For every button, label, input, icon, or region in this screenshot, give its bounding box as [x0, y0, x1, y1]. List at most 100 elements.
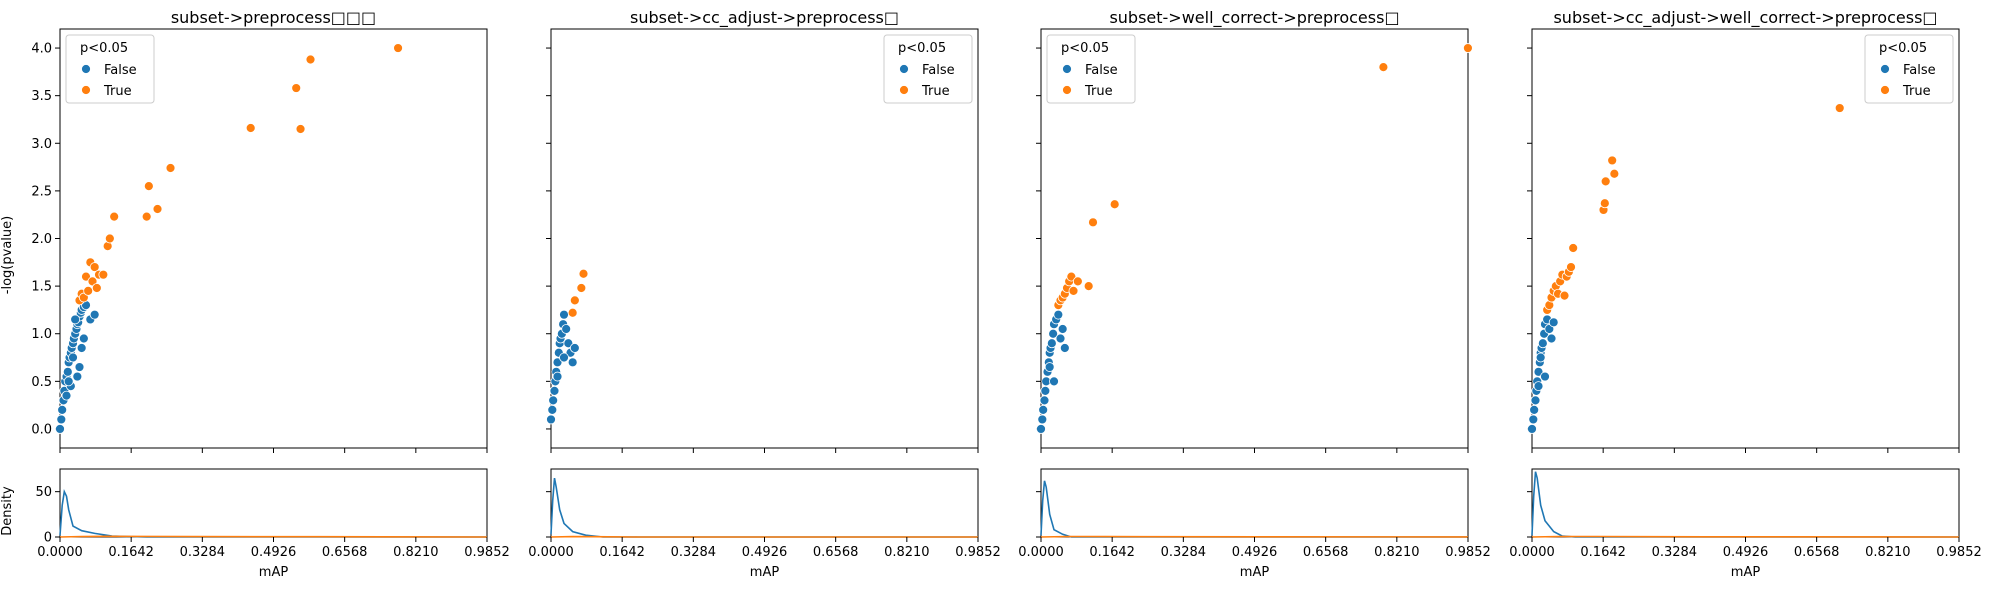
scatter-point-false — [1046, 338, 1057, 349]
scatter-y-tick-label: 1.5 — [31, 280, 52, 295]
scatter-point-true — [1066, 271, 1077, 282]
scatter-point-false — [1049, 376, 1059, 387]
scatter-point-true — [305, 54, 316, 65]
scatter-point-false — [546, 414, 556, 425]
density-x-tick-label: 0.4926 — [1232, 545, 1278, 560]
scatter-point-false — [569, 343, 580, 353]
density-x-tick-label: 0.3284 — [1652, 545, 1698, 560]
legend-label-true: True — [1902, 84, 1931, 99]
scatter-point-true — [91, 283, 102, 293]
panel-3: subset->well_correct->preprocess□p<0.05 F… — [1018, 8, 1491, 580]
panel-1: subset->preprocess□□□ 0.0 0.5 1.0 1.5 2.0 2.5 3… — [31, 8, 509, 580]
density-frame — [550, 468, 979, 538]
legend-marker-false — [1062, 64, 1072, 74]
scatter-point-true — [576, 283, 587, 293]
scatter-point-true — [569, 295, 580, 306]
legend-marker-true — [1062, 85, 1072, 95]
scatter-point-false — [1535, 352, 1546, 363]
scatter-point-true — [89, 262, 100, 272]
scatter-y-tick-label: 3.5 — [31, 89, 52, 104]
scatter-point-true — [143, 181, 154, 192]
legend-marker-true — [899, 85, 909, 95]
scatter-point-false — [563, 338, 574, 349]
density-x-tick-label: 0.8210 — [1374, 545, 1420, 560]
legend-title: p<0.05 — [1879, 41, 1927, 56]
scatter-point-false — [68, 352, 78, 363]
legend-title: p<0.05 — [1061, 41, 1109, 56]
scatter-point-true — [141, 211, 152, 222]
scatter-y-tick-label: 4.0 — [31, 42, 52, 57]
scatter-point-false — [1527, 424, 1537, 434]
scatter-point-false — [1530, 395, 1541, 406]
density-x-tick-label: 0.6568 — [1303, 545, 1349, 560]
density-line-false — [59, 489, 487, 538]
panel-title: subset->cc_adjust->preprocess□ — [630, 8, 899, 28]
scatter-point-false — [1055, 333, 1066, 344]
scatter-point-true — [1463, 43, 1473, 53]
panel-title: subset->well_correct->preprocess□ — [1109, 8, 1399, 28]
scatter-point-true — [104, 233, 115, 244]
legend-title: p<0.05 — [80, 41, 128, 56]
scatter-point-false — [548, 395, 559, 406]
scatter-point-false — [547, 405, 558, 415]
density-x-tick-label: 0.9852 — [1936, 545, 1982, 560]
density-x-tick-label: 0.6568 — [322, 545, 368, 560]
density-line-true — [1040, 535, 1469, 538]
legend: p<0.05 False True — [1864, 34, 1954, 104]
density-x-tick-label: 0.6568 — [813, 545, 859, 560]
scatter-y-tick-label: 1.0 — [31, 327, 52, 342]
scatter-point-true — [567, 307, 578, 318]
scatter-point-false — [1053, 309, 1064, 320]
scatter-point-false — [63, 376, 74, 387]
scatter-point-false — [1036, 424, 1046, 434]
scatter-y-tick-label: 3.0 — [31, 137, 52, 152]
density-line-true — [1531, 535, 1960, 538]
panel-title: subset->cc_adjust->well_correct->preproc… — [1553, 8, 1937, 28]
scatter-point-false — [1040, 385, 1051, 396]
scatter-point-false — [1059, 343, 1070, 353]
scatter-point-true — [1834, 103, 1845, 113]
scatter-point-true — [152, 204, 163, 214]
density-x-tick-label: 0.0000 — [1018, 545, 1064, 560]
scatter-point-false — [1528, 414, 1539, 425]
scatter-point-true — [1378, 62, 1389, 72]
x-axis-label: mAP — [1731, 565, 1761, 580]
scatter-point-true — [1568, 243, 1579, 253]
scatter-point-false — [1540, 371, 1550, 382]
density-line-false — [1531, 471, 1959, 538]
density-x-tick-label: 0.9852 — [1445, 545, 1491, 560]
scatter-point-true — [1072, 276, 1083, 287]
density-x-tick-label: 0.3284 — [1161, 545, 1207, 560]
scatter-point-false — [70, 314, 81, 325]
density-x-tick-label: 0.4926 — [742, 545, 788, 560]
x-axis-label: mAP — [259, 565, 289, 580]
legend-title: p<0.05 — [898, 41, 946, 56]
legend-marker-false — [1880, 64, 1890, 74]
scatter-point-true — [578, 268, 589, 279]
scatter-point-false — [74, 362, 85, 372]
scatter-point-false — [1548, 317, 1559, 328]
x-axis-label: mAP — [750, 565, 780, 580]
legend-label-true: True — [921, 84, 950, 99]
scatter-point-false — [78, 333, 89, 344]
scatter-y-tick-label: 2.0 — [31, 232, 52, 247]
scatter-y-tick-label: 0.5 — [31, 375, 52, 390]
legend-marker-true — [1880, 85, 1890, 95]
scatter-y-tick-label: 0.0 — [31, 422, 52, 437]
scatter-point-true — [81, 271, 91, 282]
scatter-point-true — [1607, 155, 1618, 166]
scatter-point-true — [165, 163, 176, 173]
density-frame — [1040, 468, 1469, 538]
panel-2: subset->cc_adjust->preprocess□ p<0.05 Fals… — [528, 8, 1001, 580]
scatter-point-false — [559, 352, 569, 363]
density-x-tick-label: 0.8210 — [393, 545, 439, 560]
scatter-point-false — [567, 357, 578, 368]
density-frame — [59, 468, 488, 538]
legend-label-false: False — [922, 63, 955, 78]
legend-marker-false — [899, 64, 909, 74]
density-x-tick-label: 0.6568 — [1794, 545, 1840, 560]
scatter-point-false — [1057, 324, 1068, 334]
density-x-tick-label: 0.1642 — [108, 545, 154, 560]
x-axis-label: mAP — [1240, 565, 1270, 580]
